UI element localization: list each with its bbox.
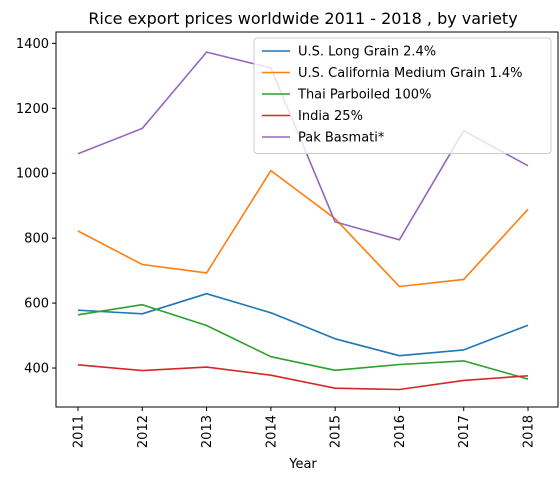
series-line-2: [77, 169, 529, 288]
series-line-3: [77, 303, 529, 380]
legend-label: Pak Basmati*: [298, 131, 385, 146]
legend-label: U.S. Long Grain 2.4%: [298, 45, 436, 60]
x-tick-label: 2016: [393, 415, 408, 448]
series-line-1: [77, 292, 529, 357]
x-axis-label: Year: [288, 457, 317, 472]
legend-box: [253, 37, 552, 154]
x-axis-ticks: 2011 2012 2013 2014 2015 2016 2017 2018: [72, 407, 537, 448]
y-tick-label: 400: [24, 362, 49, 377]
x-tick-label: 2014: [264, 415, 279, 448]
y-tick-label: 1400: [16, 37, 49, 52]
y-tick-label: 1000: [16, 167, 49, 182]
x-tick-label: 2015: [329, 415, 344, 448]
legend: U.S. Long Grain 2.4% U.S. California Medi…: [253, 37, 552, 154]
y-tick-label: 800: [24, 232, 49, 247]
plot-area-frame: [55, 31, 559, 408]
y-tick-label: 1200: [16, 102, 49, 117]
legend-label: Thai Parboiled 100%: [297, 88, 431, 103]
x-tick-label: 2011: [72, 415, 87, 448]
x-tick-label: 2013: [200, 415, 215, 448]
chart-title: Rice export prices worldwide 2011 - 2018…: [88, 9, 517, 28]
y-tick-label: 600: [24, 297, 49, 312]
x-tick-label: 2012: [136, 415, 151, 448]
y-axis-ticks: 400 600 800 1000 1200 1400: [16, 37, 56, 377]
x-tick-label: 2018: [522, 415, 537, 448]
x-tick-label: 2017: [457, 415, 472, 448]
legend-label: U.S. California Medium Grain 1.4%: [298, 66, 523, 81]
series-line-4: [77, 364, 529, 391]
legend-label: India 25%: [298, 109, 363, 124]
